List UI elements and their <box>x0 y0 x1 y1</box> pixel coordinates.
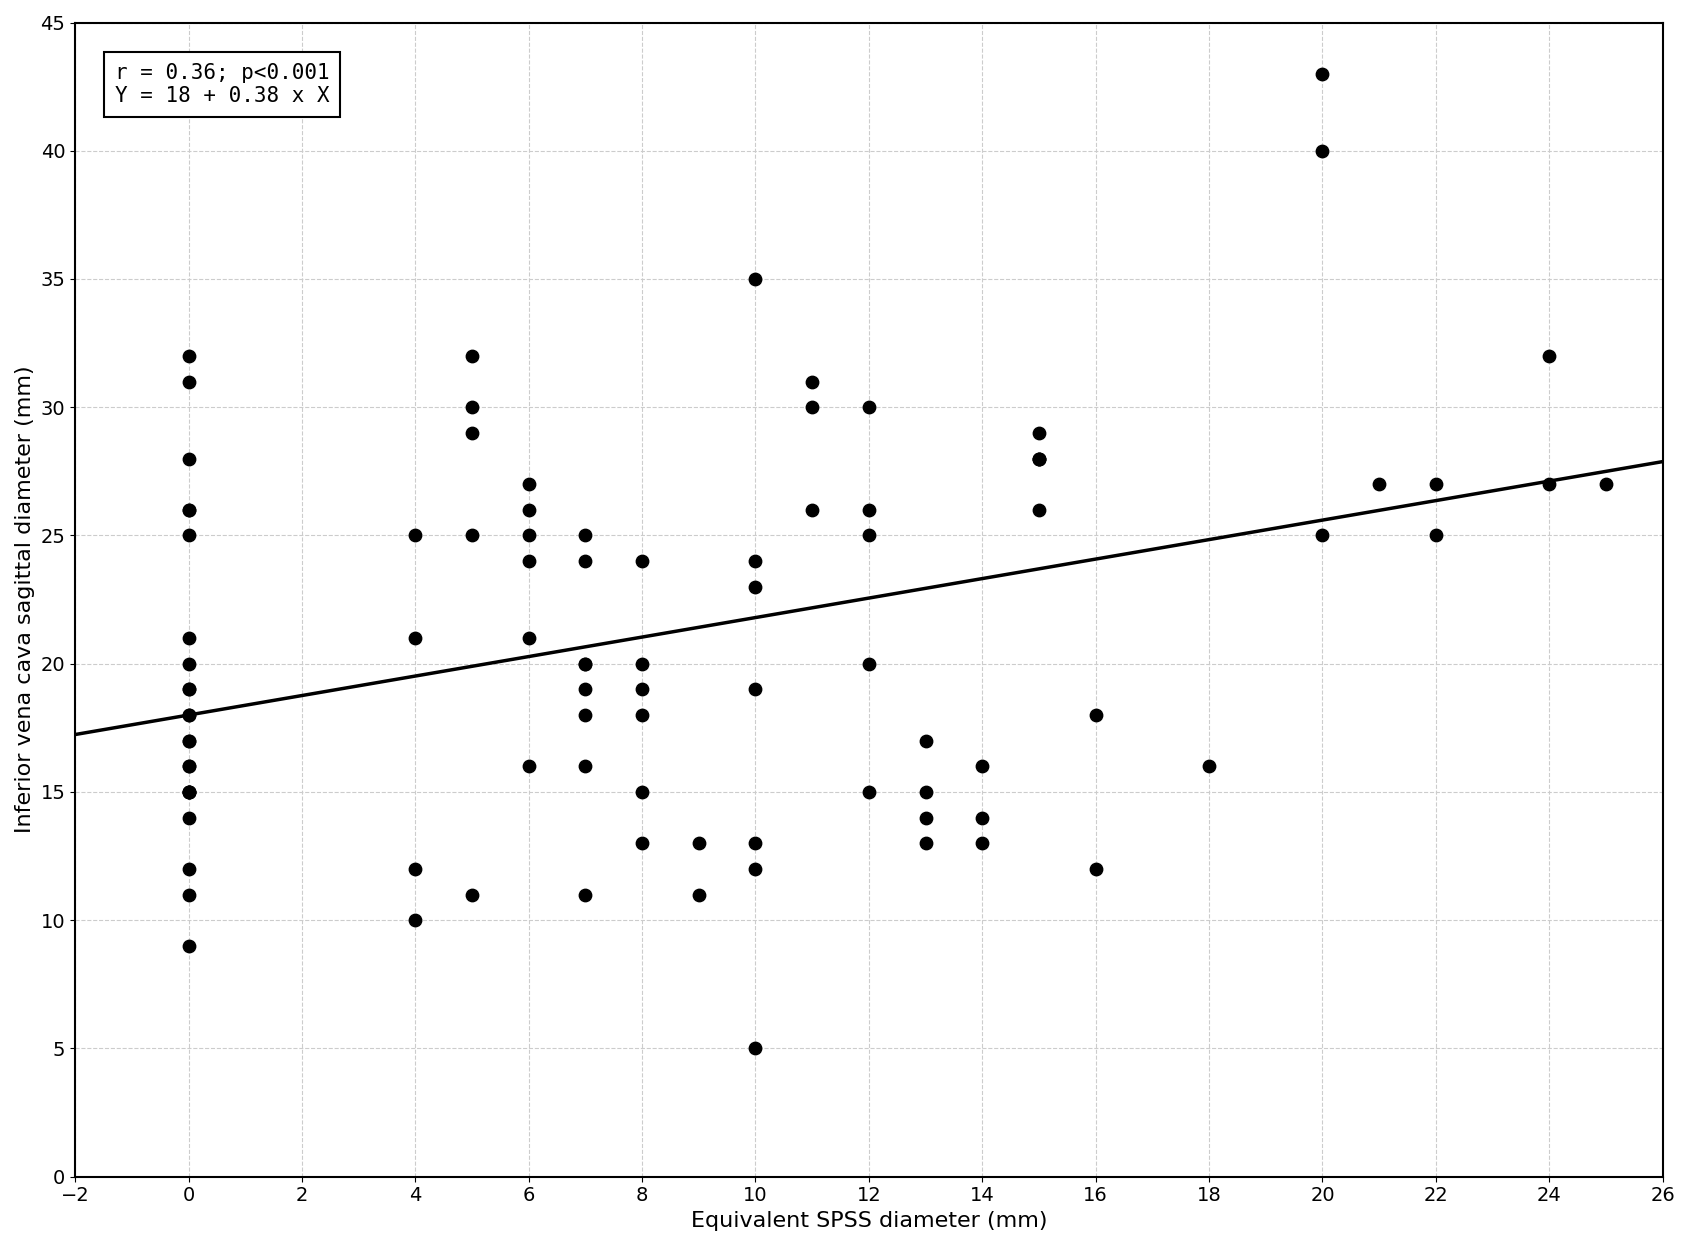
Point <box>571 705 598 725</box>
Point <box>1309 526 1336 546</box>
Point <box>176 526 203 546</box>
Point <box>176 936 203 956</box>
Point <box>1194 756 1221 776</box>
Point <box>1025 449 1052 468</box>
Point <box>741 679 768 699</box>
Point <box>571 526 598 546</box>
Point <box>176 346 203 366</box>
Text: r = 0.36; p<0.001
Y = 18 + 0.38 x X: r = 0.36; p<0.001 Y = 18 + 0.38 x X <box>115 62 329 106</box>
Point <box>968 807 995 827</box>
Point <box>1025 422 1052 442</box>
Point <box>176 679 203 699</box>
Point <box>176 705 203 725</box>
Point <box>515 628 542 648</box>
Point <box>176 654 203 674</box>
Point <box>1365 475 1392 495</box>
Point <box>628 705 655 725</box>
Point <box>741 577 768 597</box>
Point <box>176 807 203 827</box>
Point <box>741 834 768 854</box>
Point <box>458 885 485 905</box>
Point <box>571 551 598 571</box>
Point <box>176 756 203 776</box>
Point <box>799 500 826 520</box>
Point <box>515 500 542 520</box>
Point <box>515 475 542 495</box>
Point <box>515 756 542 776</box>
Point <box>176 679 203 699</box>
Point <box>628 679 655 699</box>
Point <box>571 756 598 776</box>
Point <box>176 500 203 520</box>
Point <box>628 654 655 674</box>
Point <box>855 526 882 546</box>
Point <box>1422 526 1449 546</box>
Point <box>458 526 485 546</box>
Point <box>176 371 203 391</box>
Point <box>684 834 711 854</box>
Point <box>176 500 203 520</box>
Point <box>741 1038 768 1058</box>
Point <box>855 654 882 674</box>
Point <box>176 782 203 802</box>
Point <box>402 628 429 648</box>
Point <box>628 551 655 571</box>
Point <box>176 858 203 878</box>
Point <box>176 705 203 725</box>
Point <box>1535 475 1562 495</box>
Point <box>968 756 995 776</box>
Point <box>628 834 655 854</box>
Point <box>912 782 939 802</box>
Point <box>176 885 203 905</box>
Point <box>741 551 768 571</box>
Point <box>912 834 939 854</box>
Point <box>1309 141 1336 161</box>
Point <box>571 654 598 674</box>
Point <box>1591 475 1618 495</box>
Point <box>741 858 768 878</box>
Point <box>458 422 485 442</box>
Point <box>176 730 203 750</box>
Point <box>458 346 485 366</box>
Point <box>402 526 429 546</box>
Point <box>1422 475 1449 495</box>
Point <box>1309 64 1336 83</box>
Point <box>402 858 429 878</box>
Point <box>684 885 711 905</box>
Point <box>571 654 598 674</box>
Point <box>799 371 826 391</box>
Point <box>571 885 598 905</box>
Y-axis label: Inferior vena cava sagittal diameter (mm): Inferior vena cava sagittal diameter (mm… <box>15 366 35 834</box>
Point <box>855 500 882 520</box>
Point <box>1535 346 1562 366</box>
Point <box>571 679 598 699</box>
Point <box>741 269 768 289</box>
Point <box>1081 705 1108 725</box>
Point <box>855 397 882 417</box>
Point <box>515 526 542 546</box>
Point <box>799 397 826 417</box>
Point <box>912 730 939 750</box>
Point <box>176 449 203 468</box>
Point <box>176 782 203 802</box>
Point <box>458 397 485 417</box>
Point <box>176 730 203 750</box>
Point <box>176 782 203 802</box>
X-axis label: Equivalent SPSS diameter (mm): Equivalent SPSS diameter (mm) <box>691 1211 1047 1231</box>
Point <box>1025 449 1052 468</box>
Point <box>912 807 939 827</box>
Point <box>628 782 655 802</box>
Point <box>1081 858 1108 878</box>
Point <box>515 551 542 571</box>
Point <box>176 628 203 648</box>
Point <box>402 911 429 931</box>
Point <box>1025 449 1052 468</box>
Point <box>176 782 203 802</box>
Point <box>855 782 882 802</box>
Point <box>968 834 995 854</box>
Point <box>176 756 203 776</box>
Point <box>1025 500 1052 520</box>
